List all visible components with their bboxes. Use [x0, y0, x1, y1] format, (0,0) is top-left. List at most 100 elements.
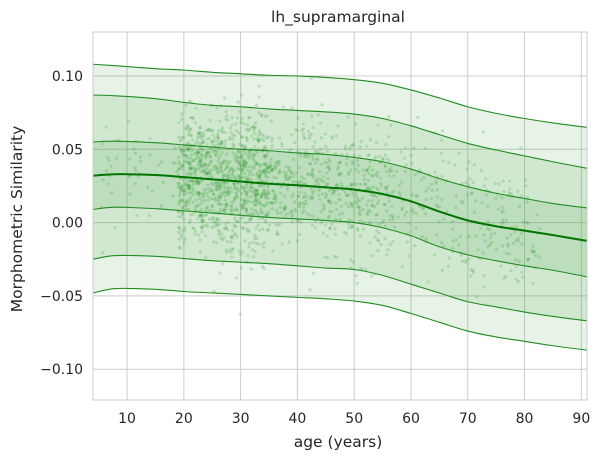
data-point	[199, 208, 203, 212]
x-tick-label: 80	[516, 411, 534, 427]
data-point	[308, 161, 312, 165]
data-point	[218, 142, 222, 146]
data-point	[179, 215, 183, 219]
data-point	[311, 190, 315, 194]
data-point	[310, 223, 314, 227]
data-point	[201, 220, 205, 224]
data-point	[245, 199, 249, 203]
data-point	[263, 156, 267, 160]
data-point	[514, 238, 518, 242]
data-point	[235, 129, 239, 133]
data-point	[224, 206, 228, 210]
data-point	[232, 144, 236, 148]
data-point	[292, 174, 296, 178]
data-point	[241, 165, 245, 169]
data-point	[308, 136, 312, 140]
data-point	[230, 115, 234, 120]
data-point	[210, 174, 214, 178]
data-point	[493, 182, 497, 186]
data-point	[253, 208, 257, 212]
data-point	[261, 162, 265, 166]
data-point	[374, 172, 378, 176]
data-point	[383, 224, 387, 228]
data-point	[234, 224, 238, 228]
data-point	[202, 198, 207, 202]
data-point	[178, 139, 182, 143]
data-point	[219, 183, 223, 187]
data-point	[259, 171, 263, 175]
data-point	[534, 253, 538, 258]
data-point	[272, 197, 276, 201]
data-point	[219, 195, 223, 199]
data-point	[182, 217, 186, 221]
data-point	[368, 241, 372, 245]
data-point	[475, 295, 479, 299]
data-point	[262, 169, 266, 173]
data-point	[244, 160, 249, 164]
data-point	[289, 169, 293, 173]
data-point	[240, 175, 244, 179]
data-point	[184, 153, 188, 157]
data-point	[245, 194, 250, 199]
data-point	[367, 220, 372, 224]
data-point	[197, 190, 201, 195]
data-point	[208, 155, 212, 159]
data-point	[287, 165, 291, 169]
data-point	[337, 173, 341, 177]
data-point	[234, 276, 238, 280]
data-point	[506, 244, 510, 248]
data-point	[180, 198, 184, 202]
data-point	[267, 166, 271, 170]
data-point	[188, 146, 192, 150]
data-point	[369, 254, 373, 258]
data-point	[213, 184, 218, 188]
data-point	[348, 218, 352, 222]
data-point	[216, 170, 220, 174]
data-point	[195, 179, 199, 183]
data-point	[350, 203, 354, 207]
data-point	[197, 160, 201, 164]
data-point	[255, 162, 259, 166]
data-point	[347, 193, 351, 197]
data-point	[297, 166, 302, 170]
data-point	[246, 129, 250, 133]
data-point	[489, 236, 493, 240]
data-point	[177, 160, 181, 164]
percentile-lines	[92, 63, 588, 351]
data-point	[344, 147, 348, 151]
data-point	[306, 129, 311, 133]
data-point	[328, 226, 332, 230]
data-point	[215, 241, 219, 245]
data-point	[208, 171, 212, 175]
data-point	[326, 182, 330, 186]
data-point	[221, 262, 225, 266]
data-point	[177, 215, 181, 219]
data-point	[248, 186, 252, 190]
percentile-band	[93, 141, 587, 277]
data-point	[188, 127, 192, 131]
data-point	[419, 178, 423, 182]
data-point	[223, 186, 227, 190]
data-point	[383, 153, 387, 157]
percentile-band	[93, 95, 587, 321]
data-point	[366, 212, 370, 217]
data-point	[340, 184, 344, 188]
data-point	[228, 168, 232, 172]
data-point	[290, 209, 294, 213]
data-point	[251, 186, 255, 190]
data-point	[187, 148, 191, 152]
data-point	[248, 200, 252, 204]
data-point	[533, 250, 537, 254]
data-point	[318, 169, 322, 174]
data-point	[253, 152, 257, 156]
data-point	[207, 171, 211, 175]
data-point	[348, 147, 352, 151]
data-point	[218, 167, 223, 171]
data-point	[202, 169, 207, 173]
data-point	[187, 184, 191, 188]
data-point	[186, 183, 190, 187]
data-point	[180, 211, 184, 215]
data-point	[212, 224, 217, 228]
data-point	[319, 147, 323, 151]
data-point	[227, 171, 231, 175]
